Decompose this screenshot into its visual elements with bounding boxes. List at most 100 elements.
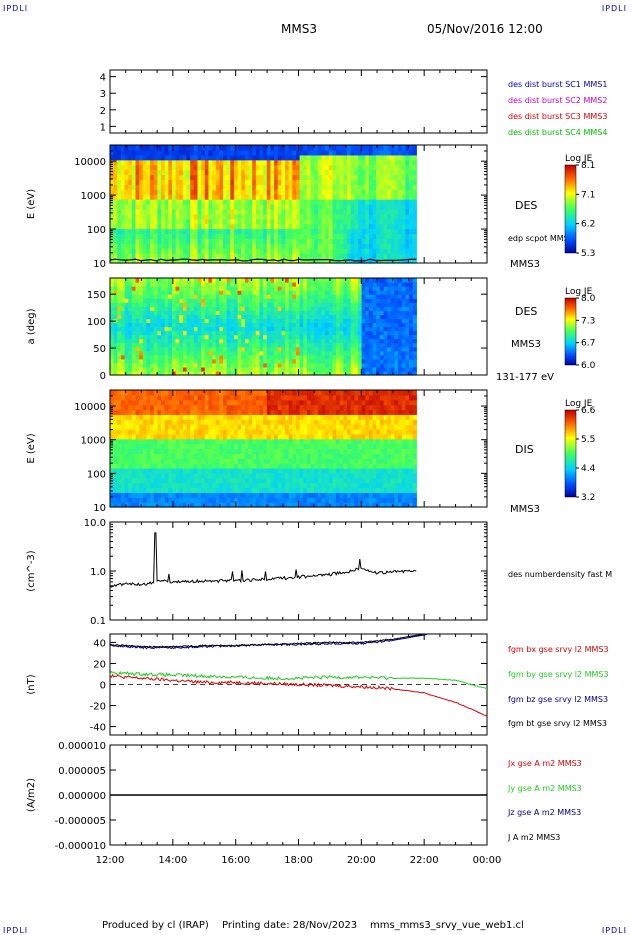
heatmap-cell [256,302,260,307]
heatmap-cell [125,478,129,483]
heatmap-cell [380,278,384,283]
heatmap-cell [172,214,176,220]
heatmap-cell [256,229,260,235]
heatmap-cell [194,367,198,372]
heatmap-cell [117,302,121,307]
heatmap-cell [216,155,220,161]
heatmap-cell [281,214,285,220]
heatmap-cell [143,410,147,415]
heatmap-cell [336,214,340,220]
heatmap-cell [110,497,114,502]
heatmap-cell [238,214,242,220]
heatmap-cell [117,355,121,360]
heatmap-cell [383,253,387,259]
heatmap-cell [121,204,125,210]
heatmap-cell [318,298,322,303]
heatmap-cell [165,395,169,400]
heatmap-cell [278,184,282,190]
heatmap-cell [194,282,198,287]
heatmap-cell [325,310,329,315]
heatmap-cell [194,419,198,424]
heatmap-cell [311,355,315,360]
heatmap-cell [234,165,238,171]
heatmap-cell [208,234,212,240]
heatmap-cell [303,243,307,249]
heatmap-cell [219,335,223,340]
heatmap-cell [281,229,285,235]
heatmap-cell [409,278,413,283]
heatmap-cell [136,179,140,185]
heatmap-cell [227,359,231,364]
heatmap-cell [179,497,183,502]
heatmap-cell [402,359,406,364]
heatmap-cell [340,184,344,190]
heatmap-cell [227,165,231,171]
heatmap-cell [362,343,366,348]
heatmap-cell [219,248,223,254]
heatmap-cell [285,327,289,332]
heatmap-cell [201,219,205,225]
heatmap-cell [219,155,223,161]
heatmap-cell [413,209,417,215]
heatmap-cell [125,429,129,434]
heatmap-cell [172,170,176,176]
heatmap-cell [314,145,318,151]
heatmap-cell [187,434,191,439]
heatmap-cell [398,170,402,176]
heatmap-cell [292,335,296,340]
heatmap-cell [285,238,289,244]
heatmap-cell [194,219,198,225]
heatmap-cell [219,199,223,205]
heatmap-cell [413,282,417,287]
heatmap-cell [198,165,202,171]
heatmap-cell [383,184,387,190]
heatmap-cell [114,359,118,364]
heatmap-cell [300,302,304,307]
heatmap-cell [132,497,136,502]
heatmap-cell [311,302,315,307]
heatmap-cell [179,318,183,323]
heatmap-cell [205,302,209,307]
heatmap-cell [285,298,289,303]
heatmap-cell [307,314,311,319]
heatmap-cell [165,488,169,493]
heatmap-cell [252,145,256,151]
heatmap-cell [230,238,234,244]
heatmap-cell [260,170,264,176]
heatmap-cell [347,282,351,287]
heatmap-cell [110,219,114,225]
heatmap-cell [143,209,147,215]
heatmap-cell [128,310,132,315]
heatmap-cell [212,160,216,166]
heatmap-cell [289,243,293,249]
heatmap-cell [380,175,384,181]
heatmap-cell [289,184,293,190]
heatmap-cell [176,294,180,299]
heatmap-cell [292,170,296,176]
heatmap-cell [241,331,245,336]
heatmap-cell [314,248,318,254]
heatmap-cell [117,243,121,249]
heatmap-cell [223,331,227,336]
heatmap-cell [128,497,132,502]
heatmap-cell [198,327,202,332]
heatmap-cell [208,363,212,368]
heatmap-cell [110,400,114,405]
heatmap-cell [267,294,271,299]
legend-burst-sc2: des dist burst SC2 MMS2 [508,96,607,105]
heatmap-cell [343,160,347,166]
heatmap-cell [114,488,118,493]
heatmap-cell [245,355,249,360]
heatmap-cell [383,145,387,151]
heatmap-cell [165,243,169,249]
heatmap-cell [252,306,256,311]
heatmap-cell [241,343,245,348]
heatmap-cell [347,322,351,327]
heatmap-cell [146,302,150,307]
heatmap-cell [340,367,344,372]
heatmap-cell [307,243,311,249]
heatmap-cell [154,282,158,287]
heatmap-cell [219,347,223,352]
heatmap-cell [201,310,205,315]
heatmap-cell [300,359,304,364]
